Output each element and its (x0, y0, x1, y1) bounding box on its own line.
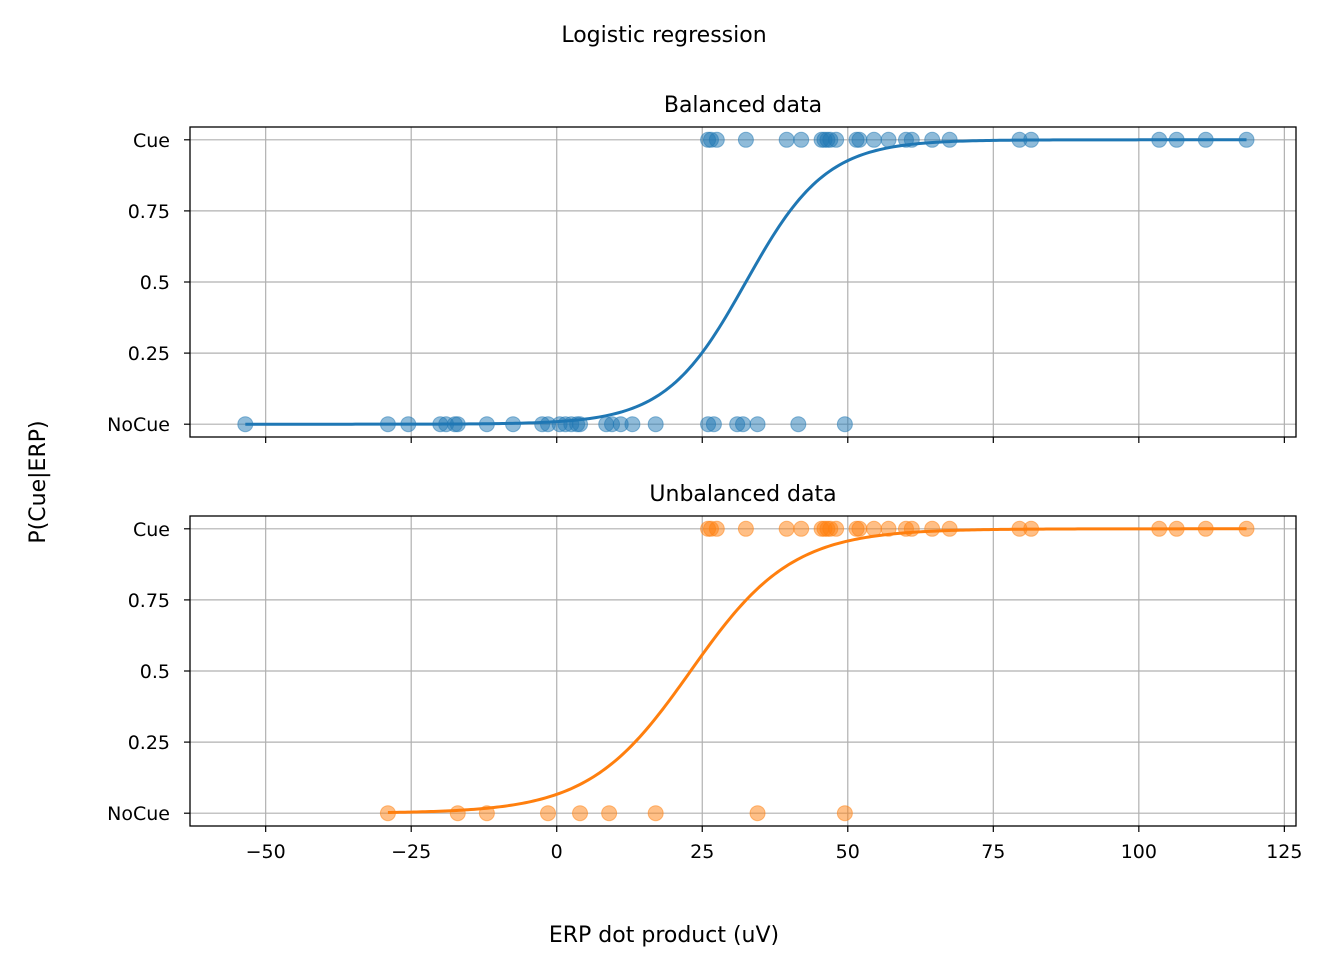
data-point (708, 520, 725, 537)
data-point (601, 805, 618, 822)
data-point (735, 416, 751, 433)
unbalanced-data-panel: Unbalanced data −50 −25 0 25 50 75 100 125 NoCue 0… (107, 482, 1302, 863)
data-point (737, 520, 754, 537)
x-tick-label: 25 (690, 841, 714, 863)
shared-x-axis-label: ERP dot product (uV) (549, 923, 779, 948)
data-point (941, 520, 958, 537)
data-point (793, 131, 810, 148)
data-point (828, 131, 845, 148)
data-point (793, 520, 810, 537)
x-tick-label: 100 (1121, 841, 1157, 863)
data-point (865, 131, 882, 148)
data-point (941, 131, 958, 148)
data-point (851, 131, 868, 148)
y-tick-label: 0.5 (140, 661, 170, 683)
axes-frame (189, 126, 1297, 438)
data-point (851, 520, 868, 537)
data-point (836, 416, 853, 433)
data-point (778, 131, 795, 148)
y-tick-label: 0.25 (128, 732, 170, 754)
y-tick-label: 0.75 (128, 590, 170, 612)
data-point (708, 131, 725, 148)
x-tick-label: −50 (246, 841, 286, 863)
panel-title: Balanced data (664, 93, 822, 118)
data-point (749, 805, 766, 822)
data-point (449, 805, 466, 822)
x-tick-label: −25 (391, 841, 431, 863)
x-tick-label: 125 (1266, 841, 1302, 863)
data-point (924, 131, 941, 148)
data-point (572, 805, 589, 822)
y-tick-label: Cue (133, 130, 170, 152)
y-tick-label: 0.5 (140, 272, 170, 294)
data-point (778, 520, 795, 537)
x-tick-label: 0 (551, 841, 563, 863)
data-point (836, 805, 853, 822)
axes-frame (189, 515, 1297, 827)
shared-y-axis-label: P(Cue|ERP) (26, 420, 51, 543)
logistic-fit-curve (387, 527, 1247, 814)
y-tick-label: NoCue (107, 803, 170, 825)
data-point (880, 131, 897, 148)
x-tick-label: 50 (836, 841, 860, 863)
data-point (647, 805, 664, 822)
x-tick-label: 75 (981, 841, 1005, 863)
data-point (790, 416, 807, 433)
data-point (749, 416, 766, 433)
figure-title: Logistic regression (561, 23, 766, 48)
data-point (624, 416, 641, 433)
data-point (737, 131, 754, 148)
data-point (705, 416, 722, 433)
panel-title: Unbalanced data (649, 482, 836, 507)
y-tick-label: NoCue (107, 414, 170, 436)
y-tick-label: 0.75 (128, 201, 170, 223)
y-tick-label: Cue (133, 519, 170, 541)
data-point (647, 416, 664, 433)
data-point (924, 520, 941, 537)
y-tick-label: 0.25 (128, 343, 170, 365)
data-point (539, 805, 556, 822)
balanced-data-panel: Balanced data NoCue 0.25 0.5 0.75 Cue (107, 93, 1297, 443)
logistic-fit-curve (245, 138, 1247, 426)
data-point (828, 520, 845, 537)
